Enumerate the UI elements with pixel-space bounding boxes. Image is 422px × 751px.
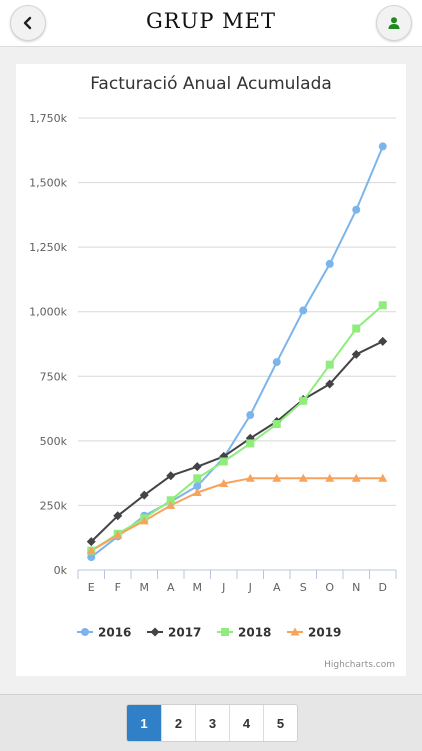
x-tick-label: N [352,581,360,594]
data-point-2018 [378,301,387,310]
data-point-2019 [139,516,149,525]
x-tick-label: E [88,581,95,594]
data-point-2017 [86,537,96,547]
legend-item-2016[interactable]: 2016 [98,626,131,640]
data-point-2019 [219,478,229,487]
data-point-2018 [325,360,334,369]
x-tick-label: J [221,581,225,594]
user-icon [388,17,400,29]
series-line-2016 [90,145,384,559]
data-point-2019 [113,530,123,539]
series-line-2017 [90,340,384,543]
legend-marker-2016 [81,628,89,636]
data-point-2019 [86,546,96,555]
data-point-2017 [378,336,388,346]
page-button-2[interactable]: 2 [161,705,195,741]
data-point-2019 [378,473,388,482]
app-header: GRUP MET [0,0,422,47]
data-point-2016 [299,306,308,315]
x-tick-label: M [140,581,150,594]
x-tick-label: M [193,581,203,594]
data-point-2019 [272,473,282,482]
data-point-2016 [378,142,387,151]
data-point-2016 [352,205,361,214]
data-point-2018 [272,420,281,429]
chart-card: Facturació Anual Acumulada 0k 250k 500k 750k… [16,64,406,676]
y-tick-label: 250k [40,499,68,512]
data-point-2016 [246,411,255,420]
data-point-2019 [245,473,255,482]
y-tick-label: 1,750k [29,112,67,125]
data-point-2017 [113,511,123,521]
series-line-2019 [90,477,384,552]
cumulative-revenue-chart: Facturació Anual Acumulada 0k 250k 500k 750k… [29,74,397,640]
page-button-4[interactable]: 4 [229,705,263,741]
y-tick-label: 1,500k [29,177,67,190]
page-button-3[interactable]: 3 [195,705,229,741]
legend-item-2019[interactable]: 2019 [308,626,341,640]
data-point-2018 [219,457,228,466]
x-tick-label: A [273,581,281,594]
x-tick-label: S [300,581,307,594]
legend-item-2018[interactable]: 2018 [238,626,271,640]
y-tick-label: 1,000k [29,306,67,319]
y-tick-label: 500k [40,435,68,448]
data-point-2017 [192,462,202,472]
page-button-1[interactable]: 1 [127,705,161,741]
y-tick-label: 1,250k [29,241,67,254]
data-point-2019 [192,488,202,497]
y-tick-label: 750k [40,370,68,383]
data-point-2016 [193,482,202,491]
data-point-2019 [298,473,308,482]
legend-marker-2019 [290,627,300,636]
x-tick-label: D [379,581,387,594]
user-button[interactable] [376,5,412,41]
x-tick-label: A [167,581,175,594]
page-button-5[interactable]: 5 [263,705,297,741]
legend-marker-2018 [221,628,229,636]
legend-item-2017[interactable]: 2017 [168,626,201,640]
data-point-2016 [272,358,281,367]
x-tick-label: F [115,581,121,594]
y-tick-label: 0k [54,564,68,577]
data-point-2017 [166,471,176,481]
x-tick-label: O [325,581,334,594]
data-point-2017 [139,490,149,500]
chart-title: Facturació Anual Acumulada [90,74,332,94]
data-point-2018 [193,474,202,483]
data-point-2018 [352,324,361,333]
legend-marker-2017 [150,627,160,637]
data-point-2018 [166,496,175,505]
data-point-2019 [166,500,176,509]
chevron-left-icon [23,16,32,30]
highcharts-credit[interactable]: Highcharts.com [324,660,395,670]
data-point-2018 [299,396,308,405]
data-point-2019 [351,473,361,482]
data-point-2016 [87,553,96,562]
data-point-2017 [325,379,335,389]
brand-title: GRUP MET [146,9,276,33]
data-point-2019 [325,473,335,482]
x-tick-label: J [248,581,252,594]
back-button[interactable] [10,5,46,41]
data-point-2018 [246,439,255,448]
series-line-2018 [90,304,384,552]
data-point-2016 [325,259,334,268]
data-point-2017 [351,349,361,359]
